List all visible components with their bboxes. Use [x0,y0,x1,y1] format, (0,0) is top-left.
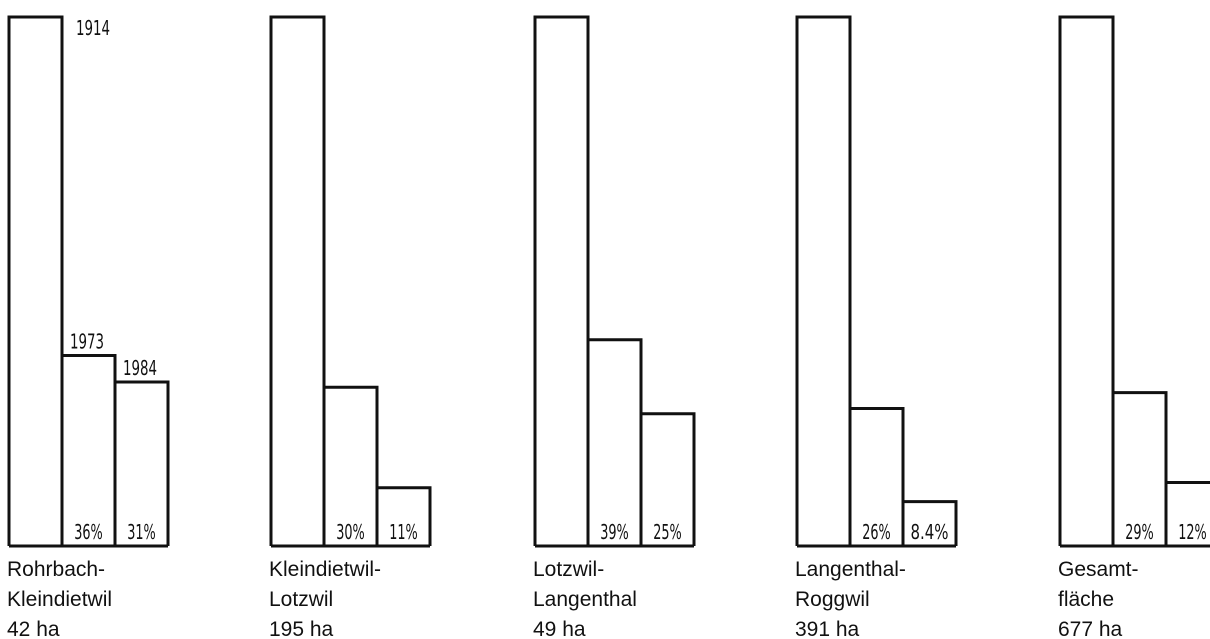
value-label-0-2: 31% [127,520,156,544]
category-label-1-2: 195 ha [269,618,334,639]
category-label-0-0: Rohrbach- [7,558,105,581]
category-label-2-1: Langenthal [533,588,637,611]
bar-1-2 [375,486,432,546]
value-label-0-1: 36% [74,520,103,544]
value-label-3-1: 26% [862,520,891,544]
category-label-3-1: Roggwil [795,588,870,611]
year-label-0-1: 1973 [70,330,104,354]
bar-4-0 [1058,15,1115,546]
year-label-0-0: 1914 [76,16,110,40]
bar-4-1 [1111,391,1168,546]
value-label-1-2: 11% [389,520,418,544]
bar-3-2 [901,500,958,546]
category-label-0-2: 42 ha [7,618,60,639]
category-label-4-0: Gesamt- [1058,558,1139,581]
value-label-4-1: 29% [1125,520,1154,544]
category-label-3-2: 391 ha [795,618,860,639]
category-label-2-2: 49 ha [533,618,586,639]
year-label-0-2: 1984 [123,356,157,380]
value-label-1-1: 30% [336,520,365,544]
bar-1-0 [269,15,326,546]
bar-0-2 [113,380,170,546]
category-label-4-2: 677 ha [1058,618,1123,639]
category-label-1-1: Lotzwil [269,588,333,611]
bar-2-1 [586,338,643,546]
value-label-2-2: 25% [653,520,682,544]
bar-2-0 [533,15,590,546]
category-label-4-1: fläche [1058,588,1114,611]
bar-group-1: 30% 11% Kleindietwil- Lotzwil 195 ha [269,15,432,639]
bar-group-2: 39% 25% Lotzwil- Langenthal 49 ha [533,15,696,639]
category-label-2-0: Lotzwil- [533,558,604,581]
category-label-0-1: Kleindietwil [7,588,112,611]
bar-group-3: 26% 8.4%Langenthal- Roggwil 391 ha [795,15,958,639]
category-label-3-0: Langenthal- [795,558,906,581]
value-label-4-2: 12% [1178,520,1207,544]
bar-group-0: 1914 36% 1973 31% 1984 Rohrbach- Kleindietwil 4… [7,15,170,639]
value-label-3-2: 8.4% [911,520,949,544]
bar-group-4: 29% 12% Gesamt-fläche 677 ha [1058,15,1210,639]
bar-0-1 [60,354,117,546]
category-label-1-0: Kleindietwil- [269,558,381,581]
value-label-2-1: 39% [600,520,629,544]
bar-4-2 [1164,481,1210,546]
bar-2-2 [639,412,696,546]
bar-3-0 [795,15,852,546]
bar-3-1 [848,406,905,546]
bar-0-0 [7,15,64,546]
bar-1-1 [322,385,379,546]
